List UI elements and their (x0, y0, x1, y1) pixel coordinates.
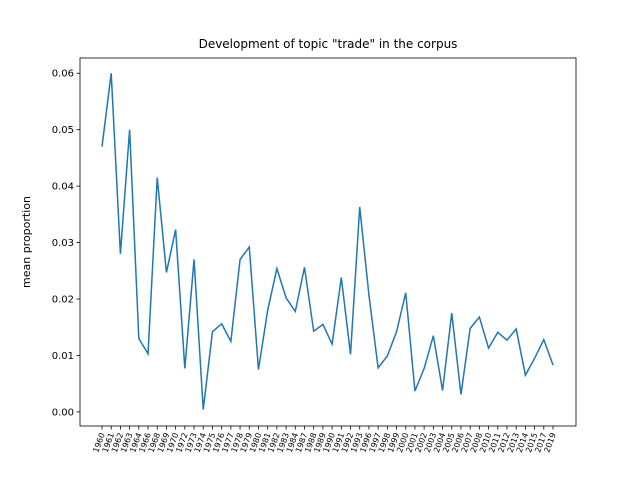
y-tick-label: 0.01 (52, 351, 74, 362)
y-tick-label: 0.05 (52, 125, 74, 136)
y-tick-label: 0.00 (52, 407, 74, 418)
y-axis-label: mean proportion (20, 196, 33, 288)
data-line (101, 73, 554, 410)
y-tick-label: 0.03 (52, 238, 74, 249)
y-tick-label: 0.04 (52, 182, 74, 193)
plot-frame (79, 57, 577, 427)
y-tick-label: 0.06 (52, 69, 74, 80)
y-tick-label: 0.02 (52, 295, 74, 306)
chart-title: Development of topic "trade" in the corp… (199, 37, 458, 51)
